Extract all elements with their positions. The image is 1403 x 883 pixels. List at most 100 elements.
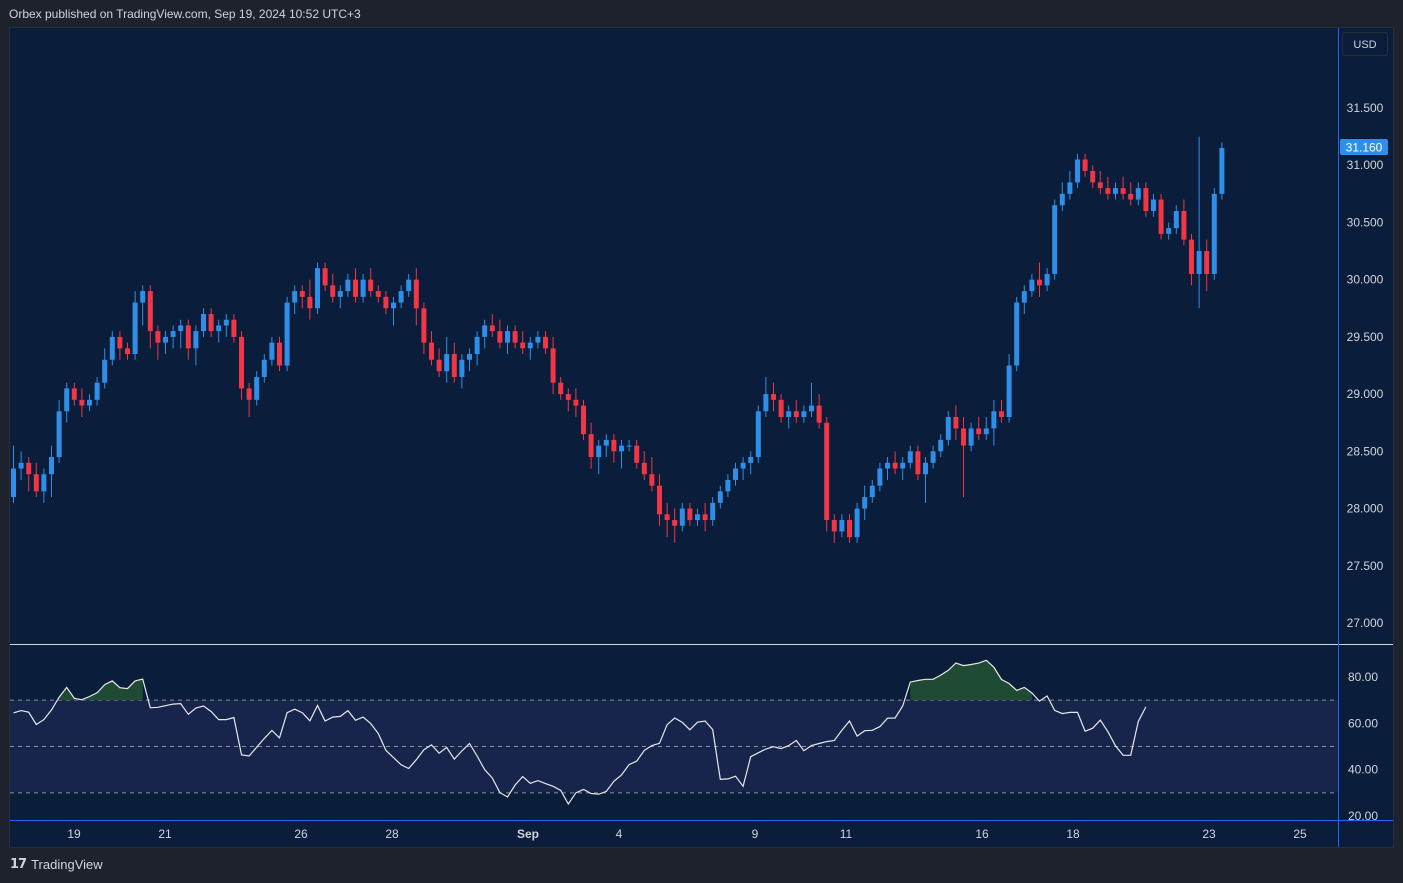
candle-body: [611, 439, 617, 452]
candle-body: [467, 354, 472, 360]
candle-body: [976, 428, 982, 435]
candle-body: [398, 291, 404, 303]
candle-body: [877, 468, 883, 486]
publisher-text: Orbex published on TradingView.com, Sep …: [9, 7, 361, 21]
candle-body: [155, 331, 161, 343]
candle-body: [543, 336, 548, 349]
rsi-tick-label: 20.00: [1348, 809, 1378, 823]
candle-body: [482, 325, 488, 337]
rsi-tick-label: 80.00: [1348, 670, 1378, 684]
candle-body: [892, 462, 898, 469]
candle-body: [786, 411, 792, 417]
price-tick-label: 28.000: [1347, 502, 1384, 516]
last-price-tag: 31.160: [1340, 139, 1388, 155]
candle-body: [315, 268, 320, 309]
candle-body: [345, 279, 351, 292]
candle-body: [641, 462, 647, 475]
candle-body: [261, 359, 267, 377]
candle-body: [520, 342, 526, 349]
candle-body: [1090, 170, 1096, 183]
candle-body: [246, 388, 252, 400]
candle-body: [451, 354, 457, 377]
candle-body: [170, 331, 176, 337]
candle-body: [497, 331, 503, 343]
candle-body: [1029, 279, 1035, 292]
candle-body: [816, 405, 822, 423]
candle-body: [1097, 182, 1103, 189]
candle-body: [801, 411, 807, 417]
candle-body: [923, 462, 928, 475]
publisher-header: Orbex published on TradingView.com, Sep …: [0, 0, 1403, 28]
candle-body: [1059, 193, 1065, 206]
candle-body: [771, 394, 776, 400]
candle-body: [406, 279, 412, 292]
rsi-tick-label: 60.00: [1348, 716, 1378, 730]
candle-body: [307, 296, 313, 309]
currency-button[interactable]: USD: [1342, 32, 1388, 56]
candle-body: [695, 514, 700, 520]
candle-body: [41, 474, 47, 492]
candle-body: [117, 336, 123, 349]
last-price-label: 31.160: [1346, 141, 1383, 155]
candle-body: [1052, 205, 1058, 274]
candle-body: [239, 336, 244, 389]
candle-body: [33, 474, 39, 492]
candle-body: [193, 331, 199, 349]
candle-body: [839, 520, 845, 532]
candle-body: [535, 336, 541, 343]
candle-body: [619, 445, 624, 452]
candle-body: [581, 405, 586, 435]
time-tick-label: 18: [1066, 827, 1080, 841]
candle-body: [1075, 159, 1080, 183]
candle-body: [299, 291, 305, 297]
candle-body: [147, 291, 153, 332]
candle-body: [125, 348, 130, 355]
rsi-line: [13, 659, 1147, 806]
candle-body: [847, 520, 852, 538]
candle-body: [915, 451, 921, 475]
candle-body: [1006, 365, 1012, 417]
candle-body: [1082, 159, 1088, 171]
tradingview-brand[interactable]: 17 TradingView: [10, 856, 103, 874]
candle-body: [702, 514, 708, 520]
rsi-tick-label: 40.00: [1348, 763, 1378, 777]
candle-body: [1151, 199, 1156, 211]
candles: [11, 136, 1225, 543]
candle-body: [755, 411, 761, 458]
candle-body: [216, 325, 222, 332]
time-tick-label: 19: [67, 827, 81, 841]
candle-body: [862, 497, 868, 509]
candle-body: [429, 342, 434, 360]
rsi-axis[interactable]: 20.00 40.00 60.00 80.00: [1348, 670, 1378, 823]
candle-body: [11, 468, 16, 498]
candle-body: [573, 399, 579, 406]
candle-body: [375, 291, 381, 297]
candle-body: [710, 502, 716, 520]
candle-body: [102, 359, 108, 383]
price-axis[interactable]: 27.000 27.500 28.000 28.500 29.000 29.500 30.0…: [1347, 101, 1384, 630]
candle-body: [163, 336, 168, 343]
candle-body: [360, 279, 366, 297]
candle-body: [672, 520, 678, 526]
candle-body: [596, 445, 602, 458]
candle-body: [626, 445, 632, 447]
candle-body: [953, 417, 959, 429]
candle-body: [778, 399, 784, 417]
candle-body: [436, 359, 442, 372]
candle-body: [1021, 291, 1027, 303]
candle-body: [930, 451, 936, 463]
candle-body: [1037, 279, 1042, 286]
time-axis[interactable]: 19 21 26 28 Sep 4 9 11 16 18 23 25: [67, 827, 1307, 841]
candle-body: [854, 508, 860, 538]
candle-body: [26, 462, 32, 475]
candle-body: [383, 296, 389, 309]
time-tick-label: 9: [752, 827, 759, 841]
candle-body: [763, 394, 769, 412]
candle-body: [474, 336, 480, 355]
candle-body: [1181, 211, 1187, 240]
candle-body: [1135, 188, 1141, 200]
candle-body: [945, 417, 951, 440]
candle-body: [277, 342, 282, 366]
candle-body: [254, 376, 260, 400]
